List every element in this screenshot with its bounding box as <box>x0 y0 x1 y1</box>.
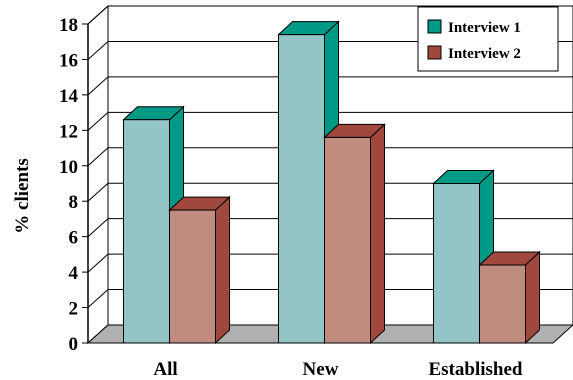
y-tick-label: 12 <box>59 121 78 142</box>
category-label: New <box>303 359 339 380</box>
category-label: Established <box>429 359 523 380</box>
legend-label: Interview 1 <box>448 20 521 36</box>
gridline <box>87 147 573 167</box>
bar <box>433 183 480 344</box>
y-tick-label: 2 <box>69 299 79 320</box>
y-tick-label: 18 <box>59 15 78 36</box>
y-tick-label: 6 <box>69 228 79 249</box>
y-tick-label: 8 <box>69 192 79 213</box>
bar-side <box>525 250 540 345</box>
legend-swatch <box>427 45 442 60</box>
y-tick-label: 0 <box>69 334 79 355</box>
gridline <box>87 218 573 238</box>
gridline <box>87 111 573 131</box>
bar-side <box>215 195 230 345</box>
gridline <box>87 76 573 96</box>
y-axis-title: % clients <box>12 158 33 233</box>
bar <box>324 136 371 344</box>
bar <box>169 209 216 344</box>
gridline <box>87 5 573 25</box>
legend-box <box>417 6 559 72</box>
y-tick-label: 4 <box>69 263 79 284</box>
gridline <box>87 182 573 202</box>
bars <box>122 20 541 345</box>
bar <box>479 264 526 344</box>
legend-label: Interview 2 <box>448 46 521 62</box>
y-tick-label: 10 <box>59 157 78 178</box>
y-tick-labels: 0 2 4 6 8 10 12 14 16 18 <box>59 15 79 355</box>
category-label: All <box>153 359 177 380</box>
legend-swatch <box>427 19 442 34</box>
legend: Interview 1 Interview 2 <box>417 6 559 72</box>
bar <box>123 119 170 344</box>
bar-side <box>370 123 385 345</box>
gridline <box>87 289 573 308</box>
gridlines <box>82 5 573 344</box>
y-tick-label: 14 <box>59 86 79 107</box>
y-tick-label: 16 <box>59 50 78 71</box>
bar <box>278 34 325 344</box>
category-labels: All New Established <box>153 359 523 380</box>
gridline <box>87 253 573 273</box>
